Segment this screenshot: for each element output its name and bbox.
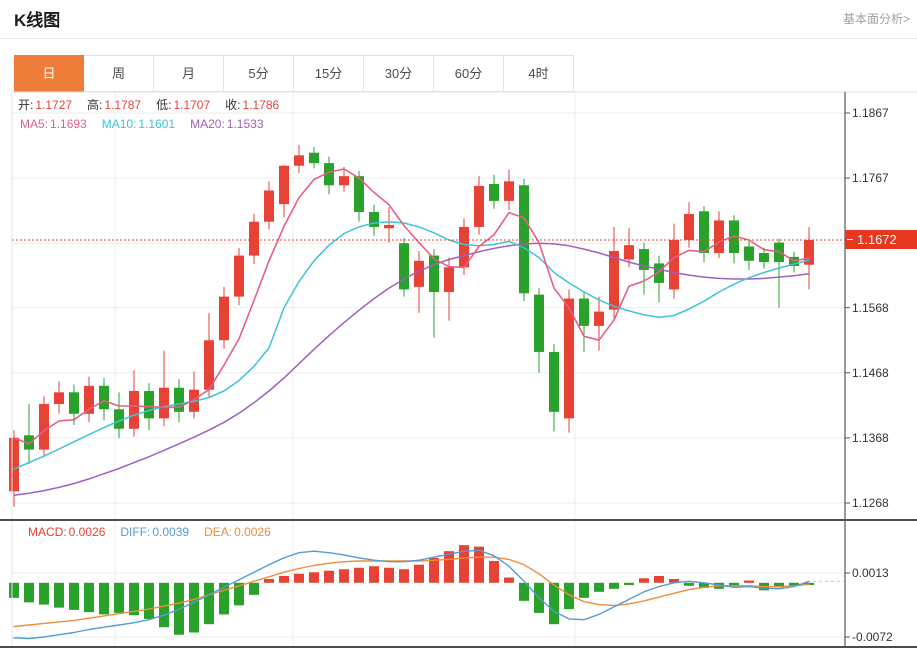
legend-item: 收: 1.1786: [225, 98, 280, 112]
legend-item: DIFF: 0.0039: [120, 525, 190, 539]
price-axis-label: 1.1268: [852, 496, 889, 510]
legend-item: MACD: 0.0026: [28, 525, 106, 539]
legend-item: 高: 1.1787: [87, 98, 142, 112]
legend-item: 开: 1.1727: [18, 98, 73, 112]
price-axis-label: 1.1767: [852, 171, 889, 186]
ohlc-legend: 开: 1.1727 高: 1.1787 低: 1.1707 收: 1.1786: [18, 96, 294, 113]
interval-tabs: 日周月 5分 15分 30分 60分 4时: [14, 55, 574, 92]
tab-5分[interactable]: 5分: [224, 55, 294, 92]
tab-日[interactable]: 日: [14, 55, 84, 92]
tab-30分[interactable]: 30分: [364, 55, 434, 92]
header-divider: [0, 38, 917, 39]
legend-item: MA10: 1.1601: [101, 117, 176, 131]
tab-月[interactable]: 月: [154, 55, 224, 92]
macd-legend: MACD: 0.0026 DIFF: 0.0039 DEA: 0.0026: [28, 525, 286, 539]
legend-item: MA5: 1.1693: [20, 117, 87, 131]
current-price-marker: 1.1672: [845, 230, 917, 250]
current-price-value: 1.1672: [857, 232, 897, 248]
fundamental-analysis-link[interactable]: 基本面分析>: [842, 12, 910, 26]
page-title: K线图: [14, 11, 61, 30]
legend-item: DEA: 0.0026: [204, 525, 271, 539]
tab-60分[interactable]: 60分: [434, 55, 504, 92]
price-axis-label: 1.1867: [852, 106, 889, 120]
price-axis-label: 1.1468: [852, 365, 889, 380]
price-axis-label: 1.1368: [852, 430, 889, 445]
macd-axis-label: 0.0013: [852, 566, 889, 580]
macd-axis-label: -0.0072: [852, 630, 893, 644]
legend-item: 低: 1.1707: [156, 98, 211, 112]
price-axis-label: 1.1568: [852, 300, 889, 315]
legend-item: MA20: 1.1533: [190, 117, 264, 131]
ma-legend: MA5: 1.1693 MA10: 1.1601 MA20: 1.1533: [20, 117, 279, 131]
